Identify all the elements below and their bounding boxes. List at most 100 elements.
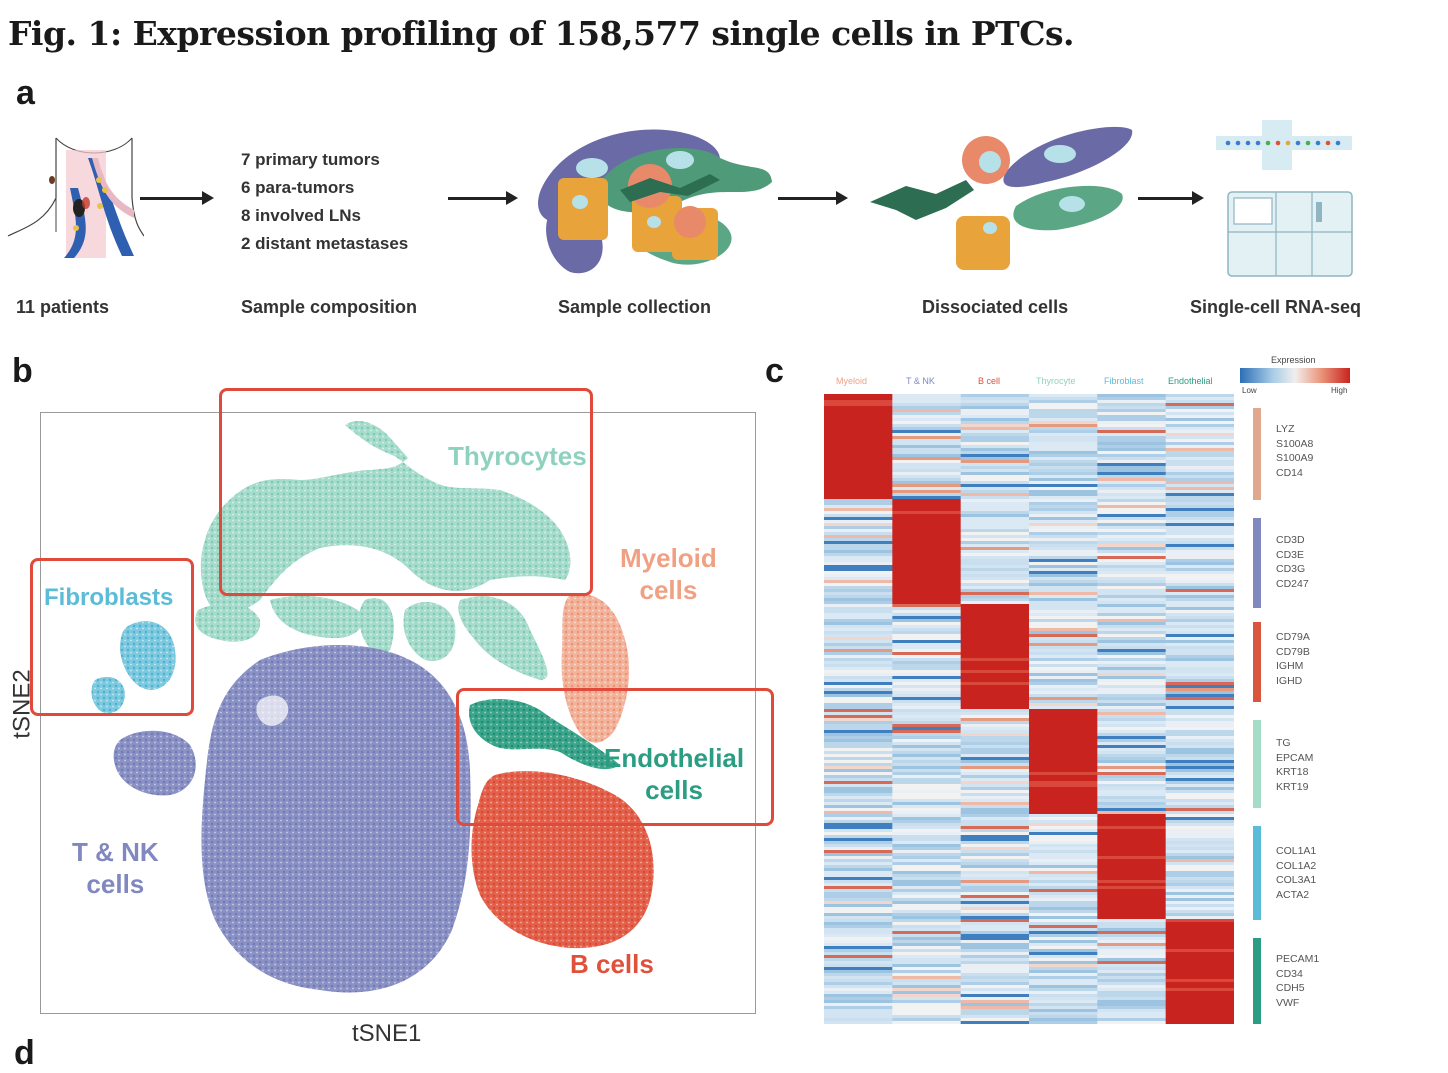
- heatmap-cell: [824, 718, 893, 722]
- heatmap-cell: [1029, 934, 1098, 938]
- heatmap-cell: [1097, 412, 1167, 416]
- heatmap-cell: [1097, 919, 1167, 923]
- heatmap-cell: [1097, 502, 1167, 506]
- heatmap-cell: [824, 712, 893, 716]
- heatmap-cell: [1097, 451, 1167, 455]
- heatmap-cell: [960, 448, 1030, 452]
- heatmap-cell: [892, 796, 962, 800]
- heatmap-cell: [1097, 424, 1167, 428]
- heatmap-cell: [892, 493, 962, 497]
- heatmap-cell: [1097, 898, 1167, 902]
- legend-title: Expression: [1271, 355, 1316, 365]
- heatmap-cell: [892, 655, 962, 659]
- heatmap-cell: [960, 985, 1030, 989]
- heatmap-cell: [1165, 787, 1234, 791]
- heatmap-cell: [1097, 574, 1167, 578]
- heatmap-cell: [1165, 871, 1234, 875]
- heatmap-cell: [824, 511, 893, 515]
- heatmap-cell: [1029, 976, 1098, 980]
- heatmap-cell: [1029, 433, 1098, 437]
- heatmap-cell: [1165, 406, 1234, 410]
- heatmap-cell: [1097, 790, 1167, 794]
- heatmap-cell: [1165, 691, 1234, 695]
- heatmap-cell: [892, 754, 962, 758]
- heatmap-cell: [892, 772, 962, 776]
- heatmap-cell: [824, 1021, 893, 1024]
- heatmap-cell: [960, 640, 1030, 644]
- heatmap-cell: [824, 889, 893, 893]
- heatmap-cell: [824, 979, 893, 983]
- heatmap-cell: [1029, 466, 1098, 470]
- step-caption-scrnaseq: Single-cell RNA-seq: [1190, 297, 1362, 317]
- heatmap-cell: [824, 628, 893, 632]
- heatmap-cell: [892, 850, 962, 854]
- heatmap-cell: [1097, 421, 1167, 425]
- heatmap-cell: [824, 580, 893, 584]
- heatmap-cell: [1097, 1009, 1167, 1013]
- heatmap-cell: [892, 553, 962, 557]
- heatmap-cell: [1029, 442, 1098, 446]
- heatmap-cell: [1029, 958, 1098, 962]
- heatmap-cell: [1097, 520, 1167, 524]
- heatmap-cell: [824, 775, 893, 779]
- heatmap-cell: [1029, 661, 1098, 665]
- heatmap-cell: [1029, 535, 1098, 539]
- heatmap-cell: [824, 553, 893, 557]
- heatmap-cell: [892, 577, 962, 581]
- heatmap-cell: [824, 400, 893, 404]
- heatmap-cell: [1097, 445, 1167, 449]
- heatmap-cell: [960, 841, 1030, 845]
- heatmap-cell: [1165, 700, 1234, 704]
- heatmap-cell: [1029, 643, 1098, 647]
- heatmap-cell: [1165, 604, 1234, 608]
- composition-line: 8 involved LNs: [241, 206, 361, 225]
- heatmap-cell: [1029, 580, 1098, 584]
- heatmap-cell: [1165, 568, 1234, 572]
- heatmap-cell: [824, 949, 893, 953]
- heatmap-cell: [1097, 784, 1167, 788]
- heatmap-cell: [1097, 964, 1167, 968]
- heatmap-cell: [824, 556, 893, 560]
- heatmap-cell: [1029, 964, 1098, 968]
- heatmap-cell: [824, 982, 893, 986]
- heatmap-cell: [1097, 751, 1167, 755]
- heatmap-cell: [892, 700, 962, 704]
- heatmap-cell: [1165, 835, 1234, 839]
- heatmap-cell: [824, 952, 893, 956]
- heatmap-cell: [1165, 727, 1234, 731]
- heatmap-cell: [1029, 526, 1098, 530]
- heatmap-cell: [1029, 961, 1098, 965]
- patient-neck-illustration: [7, 137, 144, 258]
- heatmap-cell: [892, 445, 962, 449]
- heatmap-cell: [1165, 535, 1234, 539]
- heatmap-cell: [1165, 826, 1234, 830]
- heatmap-cell: [1165, 451, 1234, 455]
- heatmap-cell: [824, 1018, 893, 1022]
- heatmap-cell: [892, 727, 962, 731]
- heatmap-cell: [824, 595, 893, 599]
- heatmap-cell: [824, 568, 893, 572]
- heatmap-cell: [824, 424, 893, 428]
- heatmap-cell: [960, 892, 1030, 896]
- heatmap-col-label-thyrocyte: Thyrocyte: [1036, 376, 1076, 386]
- heatmap-cell: [1165, 652, 1234, 656]
- heatmap-cell: [1097, 601, 1167, 605]
- heatmap-cell: [1097, 913, 1167, 917]
- heatmap-cell: [960, 889, 1030, 893]
- heatmap-cell: [1165, 403, 1234, 407]
- heatmap-cell: [892, 472, 962, 476]
- heatmap-cell: [824, 418, 893, 422]
- heatmap-cell: [1029, 592, 1098, 596]
- heatmap-cell: [960, 706, 1030, 710]
- heatmap-cell: [960, 718, 1030, 722]
- heatmap-cell: [1097, 739, 1167, 743]
- heatmap-cell: [960, 688, 1030, 692]
- heatmap-cell: [1029, 901, 1098, 905]
- heatmap-cell: [1165, 517, 1234, 521]
- heatmap-cell: [1029, 724, 1098, 728]
- gene-label: PECAM1: [1276, 953, 1320, 965]
- heatmap-cell: [892, 943, 962, 947]
- heatmap-cell: [1029, 571, 1098, 575]
- heatmap-cell: [1097, 844, 1167, 848]
- heatmap-cell: [1029, 979, 1098, 983]
